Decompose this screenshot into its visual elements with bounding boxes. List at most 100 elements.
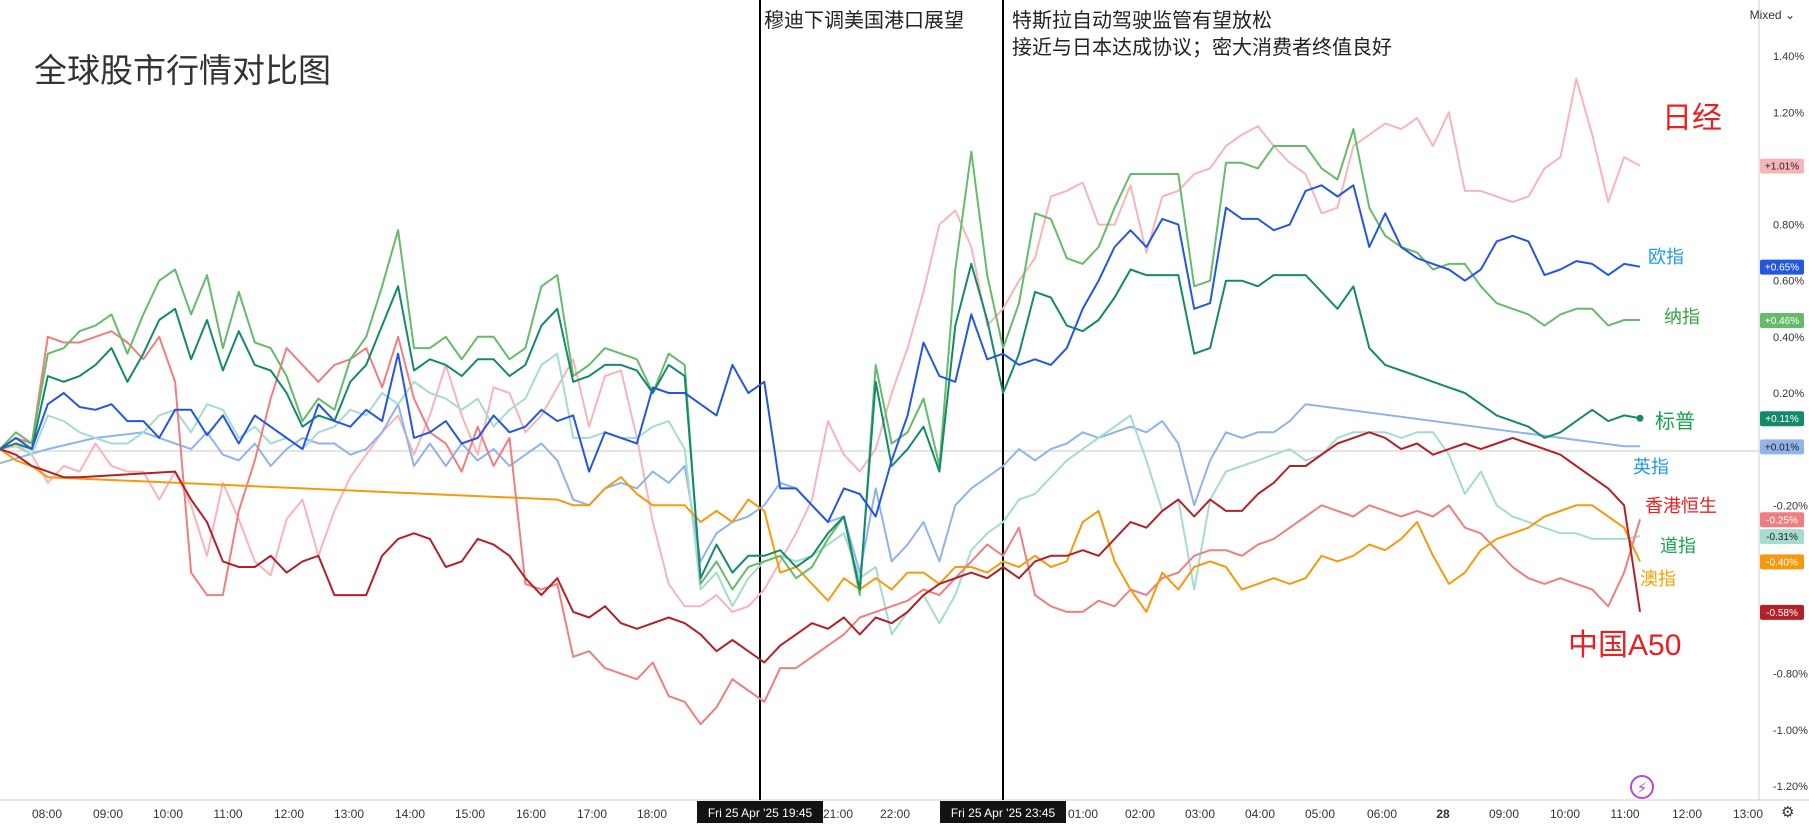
series-line-0[interactable] [0, 77, 1641, 613]
y-tick-label: -1.00% [1773, 725, 1808, 737]
annotation-line: 特斯拉自动驾驶监管有望放松 [1012, 10, 1272, 32]
price-badge-5: -0.25% [1760, 512, 1804, 528]
x-tick-label: 04:00 [1245, 807, 1275, 821]
x-tick-label: 13:00 [334, 807, 364, 821]
x-tick-label: 10:00 [1550, 807, 1580, 821]
annotation-tesla: 特斯拉自动驾驶监管有望放松 接近与日本达成协议；密大消费者终值良好 [1012, 8, 1392, 62]
badge-bg [1760, 439, 1804, 455]
series-line-8[interactable] [0, 431, 1641, 664]
series-name-4: 英指 [1633, 457, 1669, 477]
scale-mode-label: Mixed [1749, 8, 1782, 22]
x-tick-label: 12:00 [1672, 807, 1702, 821]
y-tick-label: 0.40% [1773, 332, 1804, 344]
badge-bg [1760, 259, 1804, 275]
crosshair-time-badge-1: Fri 25 Apr '25 23:45 [940, 801, 1066, 823]
price-badge-1: +0.65% [1760, 259, 1804, 275]
badge-text: -0.58% [1766, 608, 1798, 619]
annotation-moodys: 穆迪下调美国港口展望 [764, 8, 964, 35]
x-tick-label: 02:00 [1125, 807, 1155, 821]
x-tick-label: 08:00 [32, 807, 62, 821]
y-tick-label: 0.80% [1773, 220, 1804, 232]
price-badge-7: -0.40% [1760, 554, 1804, 570]
badge-text: +0.65% [1765, 263, 1799, 274]
series-line-5[interactable] [0, 330, 1641, 726]
crosshair-time-text: Fri 25 Apr '25 23:45 [951, 806, 1056, 820]
x-tick-label: 11:00 [1610, 807, 1639, 821]
badge-bg [1760, 604, 1804, 620]
series-name-3: 标普 [1655, 410, 1695, 433]
series-layer [0, 77, 1644, 726]
series-name-2: 纳指 [1664, 307, 1700, 327]
gear-icon[interactable]: ⚙ [1781, 804, 1795, 821]
y-axis-ticks: 1.40% 1.20% 0.80% 0.60% 0.40% 0.20% -0.20% -0.8… [1773, 51, 1808, 793]
badge-text: -0.40% [1766, 557, 1798, 568]
badge-text: +0.46% [1765, 316, 1799, 327]
series-line-1[interactable] [0, 184, 1641, 524]
badge-text: +0.11% [1765, 414, 1799, 425]
x-axis-ticks[interactable]: 08:00 09:00 10:00 11:00 12:00 13:00 14:00 15:00… [32, 807, 1763, 821]
series-name-5: 香港恒生 [1645, 496, 1717, 516]
price-badge-6: -0.31% [1760, 529, 1804, 545]
badge-bg [1760, 158, 1804, 174]
badge-bg [1760, 411, 1804, 427]
y-tick-label: 0.20% [1773, 388, 1804, 400]
x-tick-label: 09:00 [1489, 807, 1519, 821]
series-name-8: 中国A50 [1568, 629, 1681, 662]
y-tick-label: -1.20% [1773, 781, 1808, 793]
price-badge-4: +0.01% [1760, 439, 1804, 455]
badge-bg [1760, 554, 1804, 570]
badge-bg [1760, 512, 1804, 528]
chevron-down-icon: ⌄ [1784, 8, 1795, 22]
x-tick-label: 14:00 [395, 807, 425, 821]
y-tick-label: -0.80% [1773, 669, 1808, 681]
x-tick-label: 21:00 [823, 807, 853, 821]
x-tick-label: 18:00 [637, 807, 667, 821]
badge-text: -0.25% [1766, 515, 1798, 526]
x-tick-label: 05:00 [1305, 807, 1335, 821]
y-tick-label: 1.20% [1773, 107, 1804, 119]
scale-mode-dropdown[interactable]: Mixed ⌄ [1750, 8, 1795, 22]
annotation-line: 接近与日本达成协议；密大消费者终值良好 [1012, 37, 1392, 59]
series-name-1: 欧指 [1648, 247, 1684, 267]
badge-text: +0.01% [1765, 442, 1799, 453]
x-tick-label: 10:00 [153, 807, 183, 821]
series-line-4[interactable] [0, 403, 1640, 574]
x-tick-label: 01:00 [1068, 807, 1098, 821]
crosshair-time-badge-0: Fri 25 Apr '25 19:45 [697, 801, 823, 823]
x-tick-label: 22:00 [880, 807, 910, 821]
badge-bg [1760, 313, 1804, 328]
badge-bg [697, 801, 823, 823]
series-name-7: 澳指 [1640, 569, 1676, 589]
series-name-6: 道指 [1660, 536, 1696, 556]
crosshair-time-labels: Fri 25 Apr '25 19:45 Fri 25 Apr '25 23:45 [697, 801, 1066, 823]
x-tick-label: 28 [1436, 807, 1450, 821]
series-line-7[interactable] [0, 448, 1641, 613]
badge-bg [1760, 529, 1804, 545]
price-badge-3: +0.11% [1760, 411, 1804, 427]
x-tick-label: 12:00 [274, 807, 304, 821]
series-line-3[interactable] [0, 262, 1641, 591]
price-axis-badges: +1.01% +0.65% +0.46% +0.11% +0.01% -0.25% -0.3… [1760, 158, 1804, 620]
x-tick-label: 06:00 [1367, 807, 1397, 821]
crosshair-time-text: Fri 25 Apr '25 19:45 [708, 806, 813, 820]
lightning-icon[interactable]: ⚡ [1630, 775, 1654, 799]
x-tick-label: 13:00 [1733, 807, 1763, 821]
price-badge-2: +0.46% [1760, 313, 1804, 328]
price-badge-0: +1.01% [1760, 158, 1804, 174]
y-tick-label: -0.20% [1773, 500, 1808, 512]
x-tick-label: 15:00 [455, 807, 485, 821]
series-end-dot [1636, 414, 1644, 422]
annotation-line: 穆迪下调美国港口展望 [764, 10, 964, 32]
badge-text: -0.31% [1766, 532, 1798, 543]
y-tick-label: 0.60% [1773, 276, 1804, 288]
x-tick-label: 17:00 [577, 807, 607, 821]
badge-bg [940, 801, 1066, 823]
x-tick-label: 16:00 [516, 807, 546, 821]
x-tick-label: 11:00 [213, 807, 242, 821]
x-tick-label: 09:00 [93, 807, 123, 821]
y-tick-label: 1.40% [1773, 51, 1804, 63]
chart-title: 全球股市行情对比图 [34, 52, 331, 89]
series-line-2[interactable] [0, 128, 1640, 597]
